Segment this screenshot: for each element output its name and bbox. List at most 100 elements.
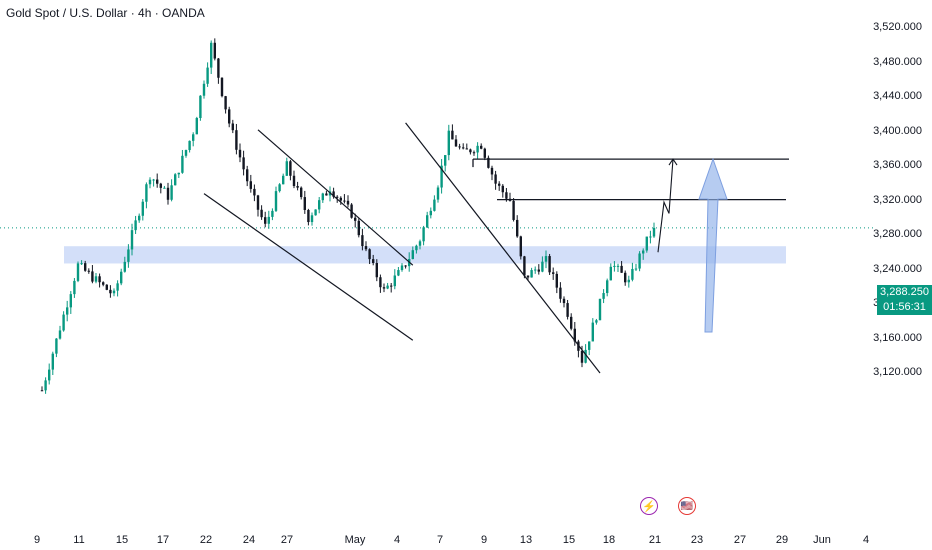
lightning-event-icon[interactable]: ⚡ <box>640 497 658 515</box>
candle <box>354 217 357 221</box>
date-tick: 9 <box>33 534 41 546</box>
candle <box>181 155 184 173</box>
candle <box>390 285 393 287</box>
candle <box>238 149 242 158</box>
candle <box>62 314 65 331</box>
date-tick: 24 <box>242 534 256 546</box>
candle <box>573 328 576 342</box>
candle <box>127 249 130 262</box>
candle <box>138 215 141 221</box>
date-tick: 27 <box>280 534 294 546</box>
candle <box>307 209 310 223</box>
candle <box>80 263 83 265</box>
us-flag-event-icon[interactable]: 🇺🇸 <box>678 497 696 515</box>
candle <box>105 284 108 290</box>
candle <box>415 245 418 251</box>
chart-title: Gold Spot / U.S. Dollar · 4h · OANDA <box>6 6 205 20</box>
candle <box>566 303 569 317</box>
candle <box>458 146 461 148</box>
candle <box>487 157 490 168</box>
candle <box>206 67 209 84</box>
candle <box>123 261 126 272</box>
candle <box>516 219 519 237</box>
price-tick: 3,320.000 <box>873 193 922 206</box>
candle <box>562 298 566 304</box>
candle <box>372 259 375 263</box>
candle <box>336 196 339 198</box>
candle <box>422 227 425 242</box>
candle <box>433 199 436 211</box>
projection-arrowhead <box>668 158 678 166</box>
candle <box>195 118 198 135</box>
candle <box>649 236 652 238</box>
candle <box>213 42 216 59</box>
price-tick: 3,240.000 <box>873 262 922 275</box>
date-tick: 4 <box>862 534 870 546</box>
date-tick: 17 <box>156 534 170 546</box>
candle <box>624 272 627 283</box>
candle <box>627 279 630 283</box>
candle <box>55 338 58 354</box>
candle <box>501 185 504 193</box>
price-tick: 3,400.000 <box>873 124 922 137</box>
price-tick: 3,440.000 <box>873 90 922 102</box>
candle <box>404 265 407 267</box>
candle <box>274 191 278 211</box>
candle <box>303 197 306 210</box>
candle <box>631 268 634 280</box>
candle <box>559 287 562 299</box>
candle <box>278 184 281 192</box>
price-tick: 3,120.000 <box>873 366 922 378</box>
candle <box>228 109 231 124</box>
candle <box>282 175 285 185</box>
candle <box>217 58 220 78</box>
candle <box>393 275 396 287</box>
candle <box>87 270 90 272</box>
candle <box>429 210 432 216</box>
candle <box>451 130 454 140</box>
candle <box>73 280 76 295</box>
candle <box>364 246 368 250</box>
candle <box>66 307 69 315</box>
trendline-2 <box>257 129 414 266</box>
candle <box>202 83 206 96</box>
date-tick: Jun <box>813 534 831 546</box>
candle <box>343 200 346 202</box>
date-tick: 18 <box>602 534 616 546</box>
candle <box>321 193 324 201</box>
candle <box>148 179 152 185</box>
candle <box>289 161 292 176</box>
candle <box>476 145 479 153</box>
trendline-1 <box>203 193 414 341</box>
candle <box>184 150 188 156</box>
date-tick: 29 <box>775 534 789 546</box>
candle <box>260 209 263 218</box>
date-tick: 15 <box>115 534 129 546</box>
candle <box>156 179 159 184</box>
candle <box>69 294 72 308</box>
candle <box>231 123 234 131</box>
candle <box>570 316 573 329</box>
projection-path <box>657 159 674 253</box>
candle <box>444 155 447 166</box>
candle <box>606 280 609 294</box>
support-zone <box>64 246 786 264</box>
countdown-label: 01:56:31 <box>877 300 932 315</box>
candle <box>519 236 522 257</box>
candle <box>555 273 558 288</box>
candle <box>483 148 486 158</box>
price-tick: 3,520.000 <box>873 21 922 33</box>
candle <box>462 147 465 149</box>
candle <box>609 266 612 281</box>
candle <box>141 201 144 216</box>
candle <box>116 283 119 291</box>
target-arrow <box>698 157 728 333</box>
date-tick: 11 <box>73 534 85 546</box>
candle <box>595 320 598 323</box>
candle <box>418 241 422 246</box>
candle <box>591 322 594 342</box>
candle <box>548 256 551 273</box>
candle <box>339 197 342 201</box>
candle <box>210 42 213 68</box>
